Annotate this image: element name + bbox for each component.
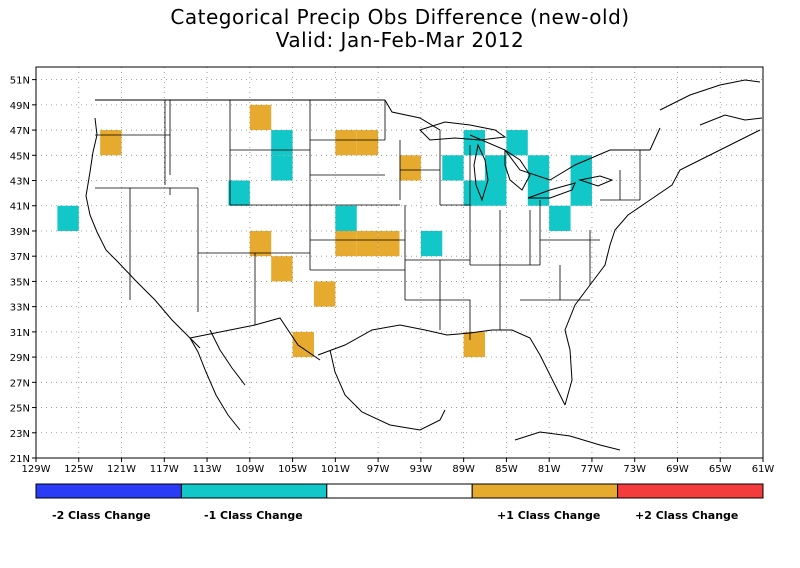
lat-tick-label: 41N [10, 202, 30, 213]
lon-tick-label: 61W [752, 464, 775, 475]
difference-cell [249, 104, 272, 131]
maritimes-coast [659, 79, 763, 126]
difference-cell [313, 281, 336, 307]
title-line-2: Valid: Jan-Feb-Mar 2012 [275, 28, 525, 52]
lat-tick-label: 51N [10, 76, 30, 87]
lat-tick-label: 45N [10, 151, 30, 162]
difference-cell [335, 205, 357, 231]
lat-tick-label: 23N [10, 429, 30, 440]
lon-tick-label: 101W [321, 464, 350, 475]
graticule [35, 67, 764, 459]
state-lines [95, 100, 641, 340]
difference-cell [356, 230, 379, 257]
legend-label-plus2: +2 Class Change [635, 509, 739, 522]
legend-swatch [471, 483, 619, 499]
legend-swatch [617, 483, 764, 499]
lon-tick-label: 97W [367, 464, 390, 475]
difference-cell [549, 205, 571, 231]
difference-cell [399, 155, 421, 181]
plot-frame [35, 66, 764, 459]
lon-tick-label: 121W [107, 464, 136, 475]
difference-cell [527, 180, 550, 206]
difference-cell [228, 180, 250, 206]
difference-cells [57, 104, 592, 358]
us-canada-border [95, 99, 661, 181]
map-title: Categorical Precip Obs Difference (new-o… [0, 6, 800, 52]
lat-tick-label: 47N [10, 126, 30, 137]
lon-tick-label: 113W [193, 464, 222, 475]
legend-label-minus1: -1 Class Change [204, 509, 303, 522]
lat-tick-label: 49N [10, 101, 30, 112]
difference-cell [527, 155, 550, 181]
lake-ontario [578, 175, 614, 187]
difference-cell [57, 205, 79, 231]
lon-tick-label: 109W [235, 464, 264, 475]
difference-cell [249, 230, 272, 257]
west-coast [85, 117, 201, 349]
difference-cell [463, 331, 486, 358]
lat-tick-label: 27N [10, 378, 30, 389]
difference-cell [485, 155, 507, 181]
difference-cell [570, 155, 592, 181]
lon-tick-label: 105W [278, 464, 307, 475]
difference-cell [463, 130, 486, 156]
difference-cell [356, 130, 379, 156]
difference-cell [570, 180, 592, 206]
lon-tick-label: 93W [410, 464, 433, 475]
lon-tick-label: 85W [495, 464, 518, 475]
us-mexico-border [189, 317, 321, 361]
lon-tick-label: 69W [666, 464, 689, 475]
difference-cell [463, 180, 486, 206]
lat-tick-label: 29N [10, 353, 30, 364]
longitude-ticks: 129W 125W 121W 117W 113W 109W 105W 101W 97W 93W 89… [22, 458, 775, 475]
lat-tick-label: 39N [10, 227, 30, 238]
legend-swatch [35, 483, 182, 499]
legend-colorbar [35, 483, 764, 499]
difference-cell [442, 155, 464, 181]
difference-cell [485, 180, 507, 206]
lon-tick-label: 73W [623, 464, 646, 475]
lake-huron [504, 149, 531, 191]
lake-erie [527, 182, 576, 199]
lat-tick-label: 21N [10, 454, 30, 465]
baja-coast [189, 329, 246, 431]
difference-cell [420, 230, 443, 257]
lon-tick-label: 77W [581, 464, 604, 475]
cuba [514, 431, 621, 451]
lat-tick-label: 25N [10, 404, 30, 415]
title-line-1: Categorical Precip Obs Difference (new-o… [170, 5, 630, 29]
difference-cell [378, 230, 400, 257]
latitude-ticks: 21N 23N 25N 27N 29N 31N 33N 35N 37N 39N 41N 43N 45N 4… [10, 76, 36, 465]
difference-cell [271, 130, 293, 156]
legend-swatch [180, 483, 328, 499]
lon-tick-label: 81W [538, 464, 561, 475]
lat-tick-label: 35N [10, 277, 30, 288]
lon-tick-label: 89W [452, 464, 475, 475]
difference-cell [271, 256, 293, 282]
legend-swatch [326, 483, 473, 499]
difference-cell [506, 130, 528, 156]
lake-michigan [473, 143, 489, 202]
lon-tick-label: 125W [64, 464, 93, 475]
legend-label-plus1: +1 Class Change [497, 509, 601, 522]
us-gulf-coast [317, 324, 566, 406]
mexico-gulf-coast [329, 349, 446, 431]
difference-cell [335, 130, 357, 156]
difference-cell [335, 230, 357, 257]
lon-tick-label: 65W [709, 464, 732, 475]
lon-tick-label: 117W [150, 464, 179, 475]
lat-tick-label: 37N [10, 252, 30, 263]
east-coast [564, 129, 761, 406]
difference-cell [271, 155, 293, 181]
boundaries [85, 79, 763, 451]
difference-cell [100, 130, 122, 156]
legend-label-minus2: -2 Class Change [52, 509, 151, 522]
difference-cell [292, 331, 314, 358]
lake-superior [419, 121, 507, 141]
lat-tick-label: 33N [10, 303, 30, 314]
lat-tick-label: 31N [10, 328, 30, 339]
lat-tick-label: 43N [10, 177, 30, 188]
lon-tick-label: 129W [22, 464, 51, 475]
